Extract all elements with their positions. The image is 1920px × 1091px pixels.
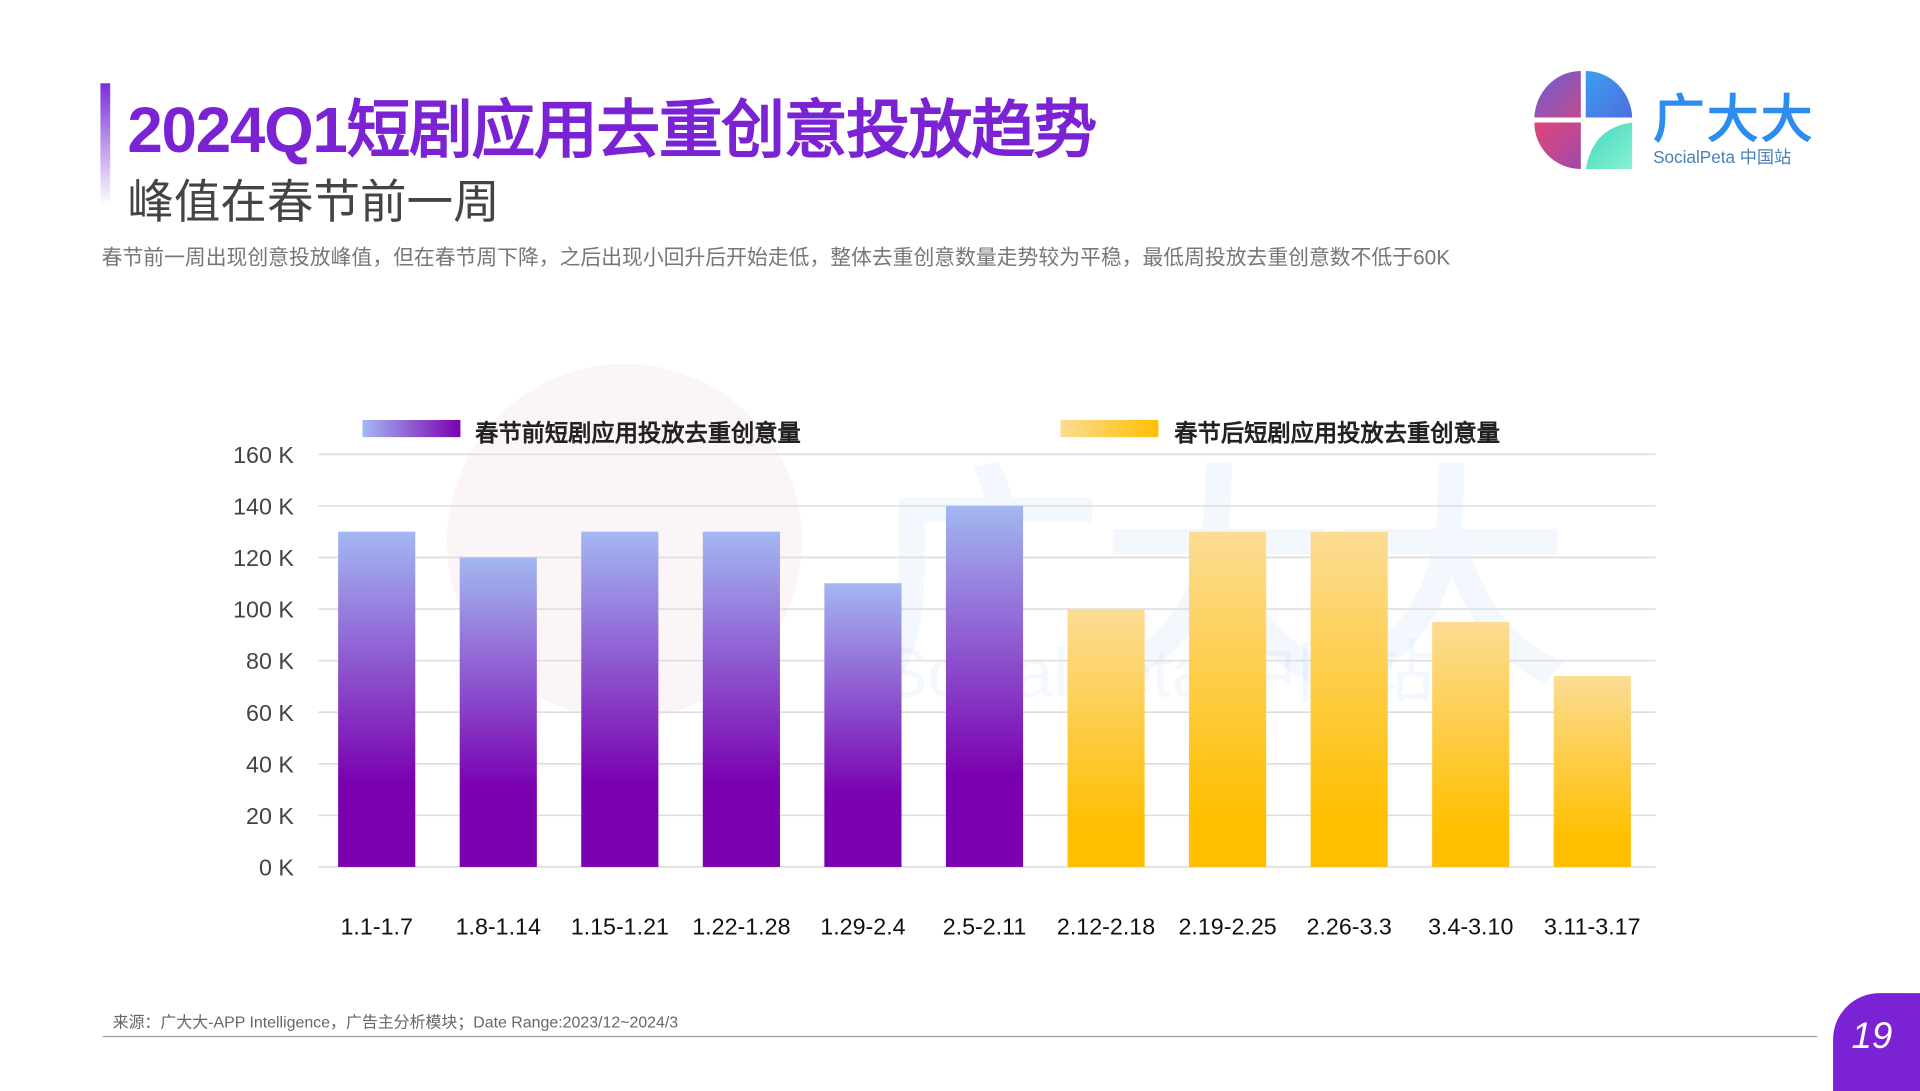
page-number: 19 bbox=[1851, 1016, 1893, 1057]
x-tick-label: 1.1-1.7 bbox=[341, 913, 413, 939]
bar-1.8-1.14 bbox=[459, 557, 537, 867]
bar-3.11-3.17 bbox=[1553, 676, 1631, 867]
bar-3.4-3.10 bbox=[1432, 621, 1510, 867]
bar-1.22-1.28 bbox=[702, 531, 780, 867]
x-tick-label: 1.22-1.28 bbox=[692, 913, 790, 939]
x-tick-label: 1.15-1.21 bbox=[571, 913, 669, 939]
bar-1.1-1.7 bbox=[338, 531, 416, 867]
brand-subtitle: SocialPeta 中国站 bbox=[1653, 146, 1792, 167]
y-tick-label: 100 K bbox=[233, 597, 294, 623]
legend-swatch-pre bbox=[362, 420, 461, 438]
x-tick-label: 1.8-1.14 bbox=[456, 913, 541, 939]
bar-2.12-2.18 bbox=[1067, 609, 1145, 867]
y-tick-label: 120 K bbox=[233, 545, 294, 571]
x-tick-label: 3.4-3.10 bbox=[1428, 913, 1513, 939]
x-tick-label: 2.26-3.3 bbox=[1307, 913, 1392, 939]
y-tick-label: 0 K bbox=[259, 855, 294, 881]
x-tick-label: 3.11-3.17 bbox=[1544, 913, 1641, 939]
legend-swatch-post bbox=[1060, 420, 1159, 438]
x-tick-label: 2.5-2.11 bbox=[943, 913, 1027, 939]
brand-logo-icon bbox=[1534, 71, 1633, 169]
legend-label-post: 春节后短剧应用投放去重创意量 bbox=[1174, 421, 1501, 447]
x-tick-label: 1.29-2.4 bbox=[820, 913, 905, 939]
y-tick-label: 160 K bbox=[233, 442, 294, 468]
x-tick-label: 2.12-2.18 bbox=[1057, 913, 1155, 939]
brand-name: 广大大 bbox=[1653, 90, 1815, 149]
legend-label-pre: 春节前短剧应用投放去重创意量 bbox=[475, 421, 801, 447]
y-tick-label: 20 K bbox=[246, 803, 294, 829]
y-tick-label: 140 K bbox=[233, 493, 294, 519]
bar-2.19-2.25 bbox=[1189, 531, 1267, 867]
bar-2.26-3.3 bbox=[1310, 531, 1388, 867]
source-note: 来源：广大大-APP Intelligence，广告主分析模块；Date Ran… bbox=[112, 1012, 679, 1032]
page-title: 2024Q1短剧应用去重创意投放趋势 bbox=[127, 95, 1097, 167]
description: 春节前一周出现创意投放峰值，但在春节周下降，之后出现小回升后开始走低，整体去重创… bbox=[101, 246, 1451, 270]
bar-2.5-2.11 bbox=[945, 505, 1024, 867]
y-tick-label: 60 K bbox=[246, 700, 294, 726]
bar-1.29-2.4 bbox=[824, 583, 902, 867]
y-tick-label: 80 K bbox=[246, 648, 294, 674]
footer-divider bbox=[102, 1035, 1818, 1038]
x-tick-label: 2.19-2.25 bbox=[1178, 913, 1276, 939]
title-accent-bar bbox=[100, 83, 111, 206]
y-tick-label: 40 K bbox=[246, 751, 294, 777]
page-subtitle: 峰值在春节前一周 bbox=[127, 177, 500, 229]
bar-1.15-1.21 bbox=[581, 531, 659, 867]
page-badge bbox=[1833, 993, 1920, 1091]
